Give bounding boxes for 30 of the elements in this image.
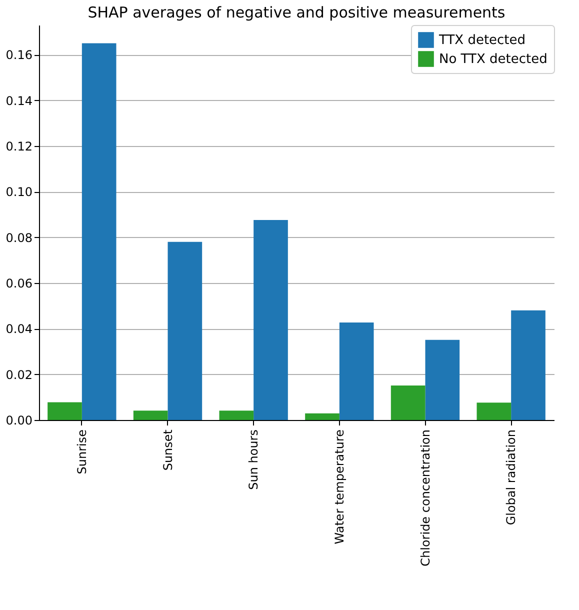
x-tick-label: Water temperature <box>332 430 346 544</box>
x-tick-label: Sun hours <box>246 430 261 490</box>
bar <box>48 402 82 420</box>
bar <box>339 322 374 420</box>
bar <box>254 220 288 420</box>
x-tick-label: Global radiation <box>504 430 518 526</box>
y-tick-label: 0.00 <box>6 414 32 428</box>
y-tick-label: 0.12 <box>6 140 32 154</box>
y-tick-label: 0.14 <box>6 94 32 108</box>
bar <box>511 310 546 420</box>
bar <box>476 402 512 420</box>
x-tick-label: Chloride concentration <box>418 430 432 566</box>
bar <box>219 410 254 420</box>
legend-label: TTX detected <box>438 33 526 48</box>
y-tick-label: 0.02 <box>6 368 32 382</box>
y-tick-label: 0.16 <box>6 48 32 62</box>
y-tick-label: 0.08 <box>6 230 32 245</box>
x-tick-label: Sunrise <box>74 430 89 474</box>
bar <box>390 386 426 420</box>
y-tick-label: 0.10 <box>6 185 32 200</box>
bar <box>133 410 168 420</box>
y-tick-label: 0.06 <box>6 276 32 291</box>
bar <box>425 340 460 420</box>
legend-label: No TTX detected <box>439 52 548 67</box>
bar <box>82 43 116 420</box>
bar <box>168 242 202 420</box>
bar <box>305 413 340 420</box>
x-tick-label: Sunset <box>160 429 175 471</box>
chart-title: SHAP averages of negative and positive measurements <box>88 4 506 22</box>
y-tick-label: 0.04 <box>6 322 32 336</box>
